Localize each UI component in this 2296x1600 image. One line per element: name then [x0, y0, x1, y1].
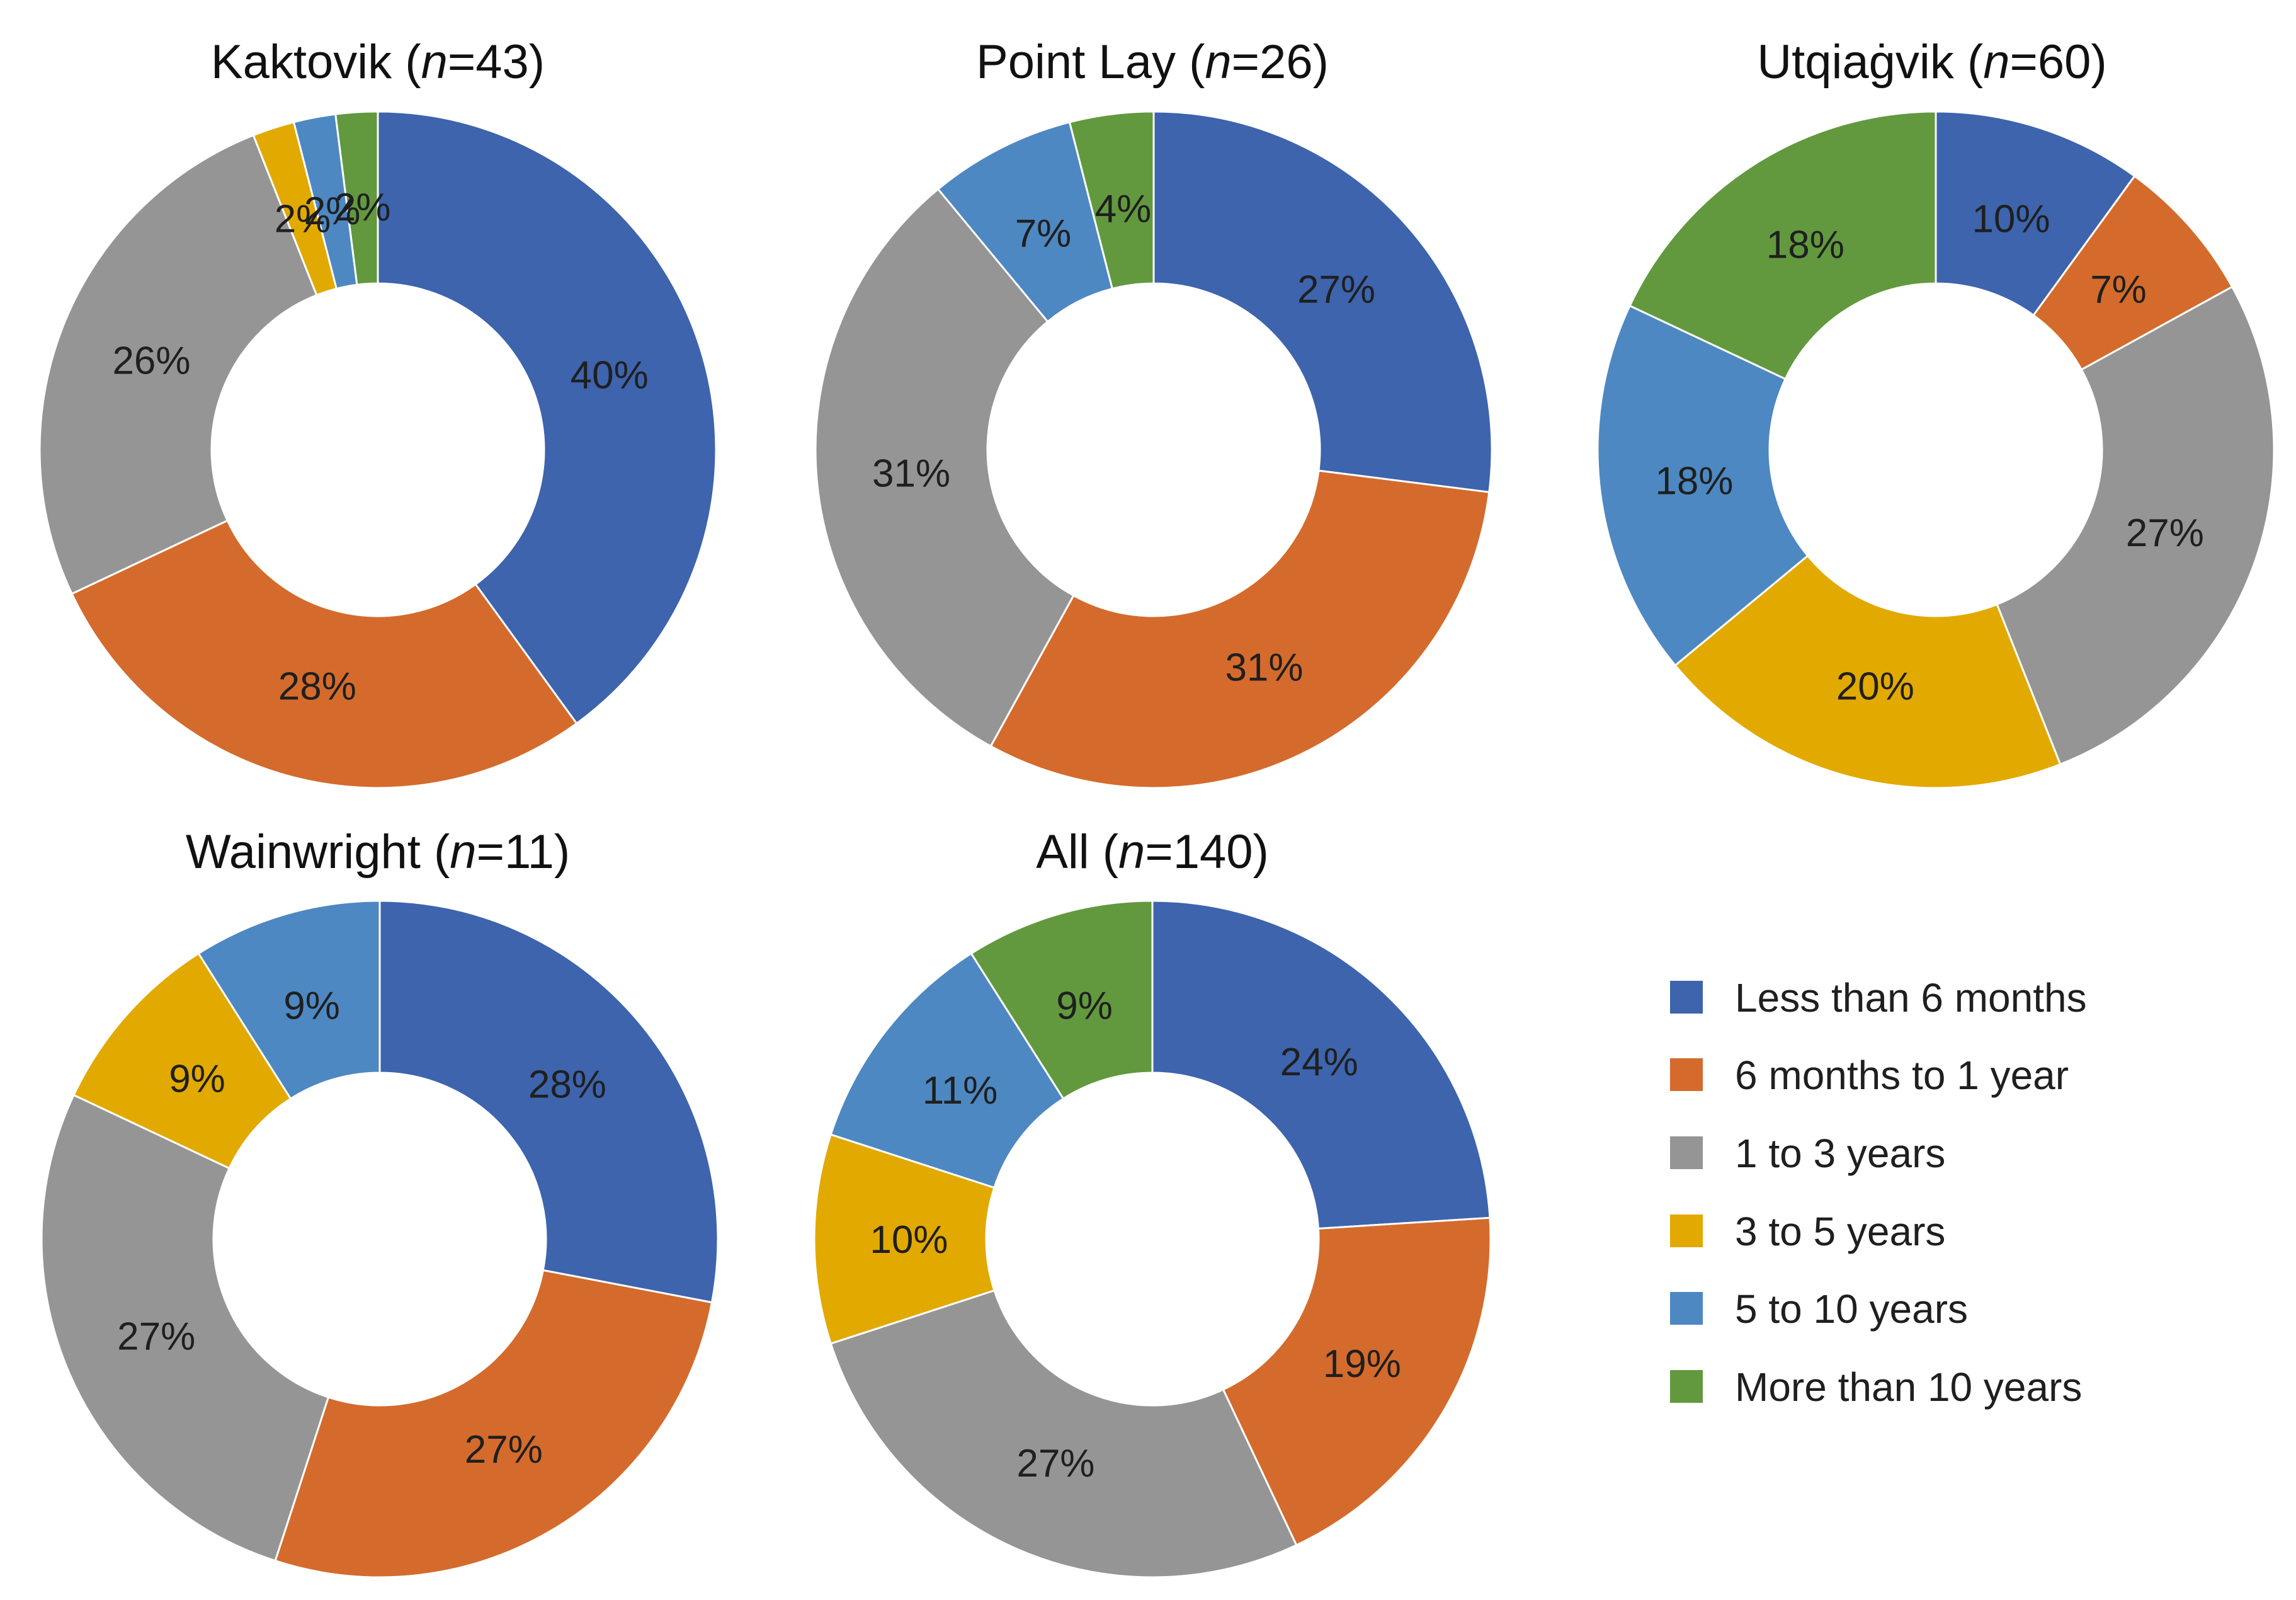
donut-slice-1-to-3-years: [38, 134, 318, 595]
legend-label: 6 months to 1 year: [1735, 1053, 2069, 1098]
legend-swatch: [1670, 1136, 1703, 1169]
donut-slice-3-to-5-years: [1674, 554, 2062, 789]
chart-title: Utqiaġvik (n=60): [1757, 35, 2107, 89]
legend-label: 3 to 5 years: [1735, 1209, 1945, 1254]
donut-slice-5-to-10-years: [197, 900, 381, 1100]
chart-title: Point Lay (n=26): [976, 35, 1329, 89]
donut-slice-more-than-10-years: [1628, 110, 1937, 380]
donut-slice-less-than-6-months: [1152, 110, 1493, 493]
donut-slice-3-to-5-years: [813, 1133, 996, 1345]
legend-item: More than 10 years: [1670, 1364, 2082, 1410]
legend-item: 5 to 10 years: [1670, 1286, 1968, 1332]
donut-slice-6-months-to-1-year: [989, 469, 1491, 789]
data-label-less-than-6-months: 24%: [1280, 1041, 1358, 1084]
data-label-1-to-3-years: 27%: [1016, 1442, 1094, 1485]
data-label-5-to-10-years: 11%: [923, 1069, 998, 1112]
data-label-more-than-10-years: 9%: [1056, 985, 1113, 1028]
donut-chart-point-lay: Point Lay (n=26) 27% 31% 31% 7% 4%: [814, 35, 1493, 789]
legend-swatch: [1670, 1292, 1703, 1325]
data-label-1-to-3-years: 26%: [112, 340, 190, 383]
data-label-6-months-to-1-year: 28%: [278, 665, 356, 709]
donut-slice-1-to-3-years: [40, 1094, 330, 1562]
legend-item: Less than 6 months: [1670, 975, 2087, 1020]
legend-label: More than 10 years: [1735, 1364, 2082, 1410]
chart-title: Kaktovik (n=43): [211, 35, 545, 89]
donut-chart-utqiagvik: Utqiaġvik (n=60) 10% 7% 27% 20% 18% 18%: [1596, 35, 2275, 789]
data-label-less-than-6-months: 27%: [1297, 268, 1375, 311]
legend-item: 1 to 3 years: [1670, 1131, 1945, 1176]
data-label-less-than-6-months: 10%: [1972, 197, 2050, 241]
donut-slice-5-to-10-years: [1596, 304, 1809, 667]
donut-slice-1-to-3-years: [814, 188, 1075, 748]
data-label-6-months-to-1-year: 19%: [1323, 1342, 1401, 1386]
data-label-3-to-5-years: 9%: [169, 1057, 225, 1100]
legend-item: 6 months to 1 year: [1670, 1053, 2069, 1098]
legend-label: 1 to 3 years: [1735, 1131, 1945, 1176]
legend-swatch: [1670, 1058, 1703, 1091]
legend-item: 3 to 5 years: [1670, 1209, 1945, 1254]
legend-label: Less than 6 months: [1735, 975, 2087, 1020]
donut-slice-more-than-10-years: [970, 900, 1154, 1100]
donut-chart-all: All (n=140) 24% 19% 27% 10% 11% 9%: [813, 825, 1492, 1579]
donut-slice-6-months-to-1-year: [1222, 1216, 1492, 1546]
data-label-5-to-10-years: 2%: [304, 190, 361, 233]
donut-slice-5-to-10-years: [829, 952, 1065, 1189]
chart-title: Wainwright (n=11): [186, 825, 570, 879]
data-label-less-than-6-months: 40%: [571, 354, 649, 397]
donut-slice-less-than-6-months: [1935, 110, 2136, 317]
donut-slice-more-than-10-years: [1068, 110, 1155, 290]
legend-swatch: [1670, 981, 1703, 1014]
donut-slice-less-than-6-months: [1151, 900, 1491, 1230]
data-label-1-to-3-years: 27%: [117, 1315, 195, 1359]
donut-chart-wainwright: Wainwright (n=11) 28% 27% 27% 9% 9%: [40, 825, 719, 1579]
data-label-1-to-3-years: 27%: [2126, 511, 2204, 555]
chart-title: All (n=140): [1036, 825, 1269, 879]
data-label-6-months-to-1-year: 27%: [465, 1428, 543, 1471]
legend-swatch: [1670, 1214, 1703, 1247]
data-label-3-to-5-years: 2%: [275, 197, 331, 241]
donut-slice-6-months-to-1-year: [71, 519, 578, 789]
donut-slice-1-to-3-years: [829, 1289, 1298, 1579]
data-label-5-to-10-years: 7%: [1015, 212, 1072, 256]
data-label-3-to-5-years: 20%: [1836, 665, 1914, 709]
data-label-3-to-5-years: 10%: [870, 1218, 948, 1262]
data-label-6-months-to-1-year: 7%: [2090, 268, 2147, 311]
donut-slice-less-than-6-months: [378, 900, 719, 1304]
data-label-more-than-10-years: 4%: [1095, 187, 1152, 231]
donut-slice-less-than-6-months: [377, 110, 717, 725]
data-label-less-than-6-months: 28%: [528, 1063, 606, 1107]
donut-slice-1-to-3-years: [1996, 285, 2275, 766]
chart-legend: Less than 6 months 6 months to 1 year 1 …: [1670, 975, 2087, 1410]
data-label-6-months-to-1-year: 31%: [1225, 646, 1303, 690]
donut-chart-kaktovik: Kaktovik (n=43) 40% 28% 26% 2%2%2%: [38, 35, 717, 789]
data-label-5-to-10-years: 18%: [1655, 460, 1733, 503]
donut-slice-more-than-10-years: [334, 110, 379, 286]
data-label-1-to-3-years: 31%: [872, 452, 950, 495]
legend-label: 5 to 10 years: [1735, 1286, 1968, 1332]
data-label-more-than-10-years: 18%: [1766, 224, 1844, 267]
legend-swatch: [1670, 1370, 1703, 1403]
donut-slice-6-months-to-1-year: [274, 1269, 713, 1579]
data-label-more-than-10-years: 2%: [334, 186, 391, 229]
data-label-5-to-10-years: 9%: [283, 985, 340, 1028]
